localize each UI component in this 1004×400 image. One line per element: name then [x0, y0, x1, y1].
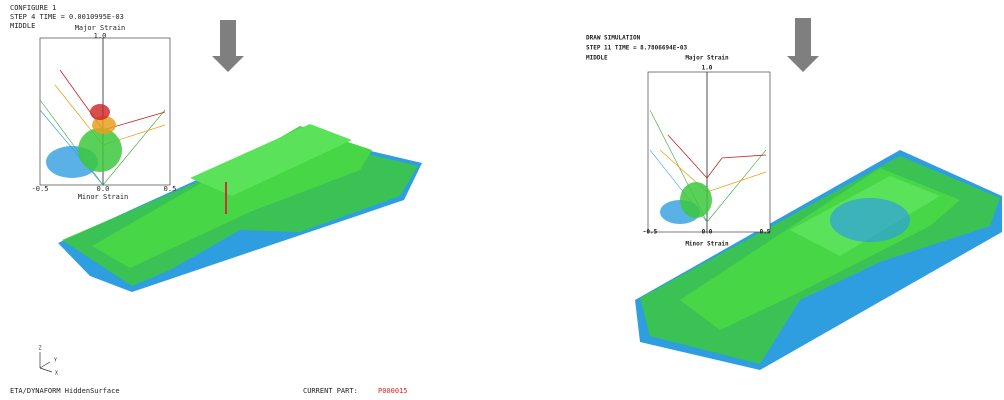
- x-tick-label: 0.5: [164, 185, 177, 193]
- x-axis-title: Minor Strain: [78, 193, 129, 201]
- header-line: STEP 11 TIME = 8.7806694E-03: [586, 45, 688, 52]
- x-tick-label: 0.0: [702, 229, 713, 236]
- screenshot: CONFIGURE 1 STEP 4 TIME = 0.0010995E-03 …: [0, 0, 1004, 400]
- strain-cloud: [90, 104, 110, 120]
- header-line: MIDDLE: [10, 22, 35, 30]
- header-line: DRAW SIMULATION: [586, 35, 641, 42]
- triad-label: Z: [38, 346, 41, 352]
- thin-zone: [830, 198, 910, 242]
- triad-axis: [40, 368, 52, 372]
- y-top-label: 1.0: [702, 65, 713, 72]
- part-value: P000015: [378, 387, 408, 395]
- x-tick-label: -0.5: [643, 229, 658, 236]
- strain-cloud: [78, 128, 122, 172]
- x-tick-label: -0.5: [32, 185, 49, 193]
- triad-axis: [40, 362, 50, 368]
- header-line: STEP 4 TIME = 0.0010995E-03: [10, 13, 124, 21]
- strain-cloud: [680, 182, 712, 218]
- triad-label: X: [55, 371, 58, 377]
- x-tick-label: 0.5: [760, 229, 771, 236]
- y-axis-title: Major Strain: [75, 24, 126, 32]
- part-label: CURRENT PART:: [303, 387, 358, 395]
- arrow: [787, 18, 819, 72]
- y-top-label: 1.0: [94, 32, 107, 40]
- arrow: [212, 20, 244, 72]
- y-axis-title: Major Strain: [685, 55, 729, 62]
- left-panel: CONFIGURE 1 STEP 4 TIME = 0.0010995E-03 …: [10, 4, 422, 395]
- header-line: CONFIGURE 1: [10, 4, 56, 12]
- triad-label: Y: [54, 358, 57, 364]
- header-line: MIDDLE: [586, 55, 608, 62]
- x-tick-label: 0.0: [97, 185, 110, 193]
- x-axis-title: Minor Strain: [685, 241, 729, 248]
- right-panel: DRAW SIMULATION STEP 11 TIME = 8.7806694…: [586, 18, 1002, 370]
- app-label: ETA/DYNAFORM HiddenSurface: [10, 387, 120, 395]
